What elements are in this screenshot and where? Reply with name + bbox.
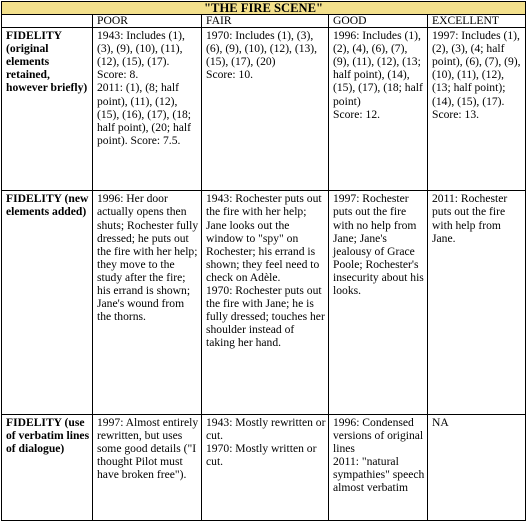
- title-row: "THE FIRE SCENE": [0, 0, 527, 16]
- cell-text: 1997: Rochester puts out the fire with n…: [333, 192, 424, 297]
- cell-text: 2011: Rochester puts out the fire with h…: [432, 192, 508, 245]
- cell-text: 1970: Includes (1), (3), (6), (9), (10),…: [206, 29, 318, 69]
- cell-good: 1996: Condensed versions of original lin…: [328, 413, 428, 522]
- row-label-new-elements: FIDELITY (new elements added): [1, 190, 93, 415]
- header-corner: [1, 14, 93, 29]
- cell-text: 1997: Almost entirely rewritten, but use…: [97, 415, 199, 482]
- cell-text: 1970: Rochester puts out the fire with J…: [206, 284, 325, 350]
- cell-text: Score: 12.: [333, 107, 381, 121]
- cell-text: 1997: Includes (1), (2), (3), (4; half p…: [432, 29, 521, 108]
- header-row: POOR FAIR GOOD EXCELLENT: [1, 14, 527, 29]
- cell-text: 1943: Mostly rewritten or cut.: [206, 415, 326, 442]
- row-label-original-elements: FIDELITY (original elements retained, ho…: [1, 27, 93, 192]
- cell-poor: 1996: Her door actually opens then shuts…: [92, 190, 202, 415]
- cell-excellent: 1997: Includes (1), (2), (3), (4; half p…: [426, 27, 527, 192]
- table-row: FIDELITY (original elements retained, ho…: [1, 27, 527, 192]
- cell-text: 1996: Condensed versions of original lin…: [333, 415, 424, 455]
- cell-excellent: NA: [426, 413, 527, 522]
- cell-poor: 1943: Includes (1), (3), (9), (10), (11)…: [92, 27, 202, 192]
- cell-fair: 1943: Rochester puts out the fire with h…: [201, 190, 329, 415]
- cell-text: 1996: Includes (1), (2), (4), (6), (7), …: [333, 29, 423, 108]
- column-header-fair: FAIR: [201, 14, 329, 29]
- table-row: FIDELITY (new elements added) 1996: Her …: [1, 190, 527, 415]
- cell-fair: 1943: Mostly rewritten or cut. 1970: Mos…: [201, 413, 329, 522]
- row-label-verbatim-dialogue: FIDELITY (use of verbatim lines of dialo…: [1, 413, 93, 522]
- cell-text: 1996: Her door actually opens then shuts…: [97, 192, 199, 324]
- table-row: FIDELITY (use of verbatim lines of dialo…: [1, 413, 527, 522]
- cell-text: Score: 10.: [206, 68, 254, 82]
- cell-text: 1970: Mostly written or cut.: [206, 441, 317, 469]
- cell-text: 1943: Rochester puts out the fire with h…: [206, 192, 322, 284]
- cell-good: 1996: Includes (1), (2), (4), (6), (7), …: [328, 27, 428, 192]
- cell-text: 2011: (1), (8; half point), (11), (12), …: [97, 81, 192, 147]
- cell-text: Score: 13.: [432, 107, 480, 121]
- column-header-excellent: EXCELLENT: [426, 14, 527, 29]
- cell-poor: 1997: Almost entirely rewritten, but use…: [92, 413, 202, 522]
- cell-text: 1943: Includes (1), (3), (9), (10), (11)…: [97, 29, 185, 82]
- column-header-good: GOOD: [328, 14, 428, 29]
- cell-fair: 1970: Includes (1), (3), (6), (9), (10),…: [201, 27, 329, 192]
- cell-text: NA: [432, 415, 449, 429]
- cell-good: 1997: Rochester puts out the fire with n…: [328, 190, 428, 415]
- table-title: "THE FIRE SCENE": [0, 0, 527, 16]
- cell-excellent: 2011: Rochester puts out the fire with h…: [426, 190, 527, 415]
- column-header-poor: POOR: [92, 14, 202, 29]
- cell-text: 2011: "natural sympathies" speech almost…: [333, 455, 425, 495]
